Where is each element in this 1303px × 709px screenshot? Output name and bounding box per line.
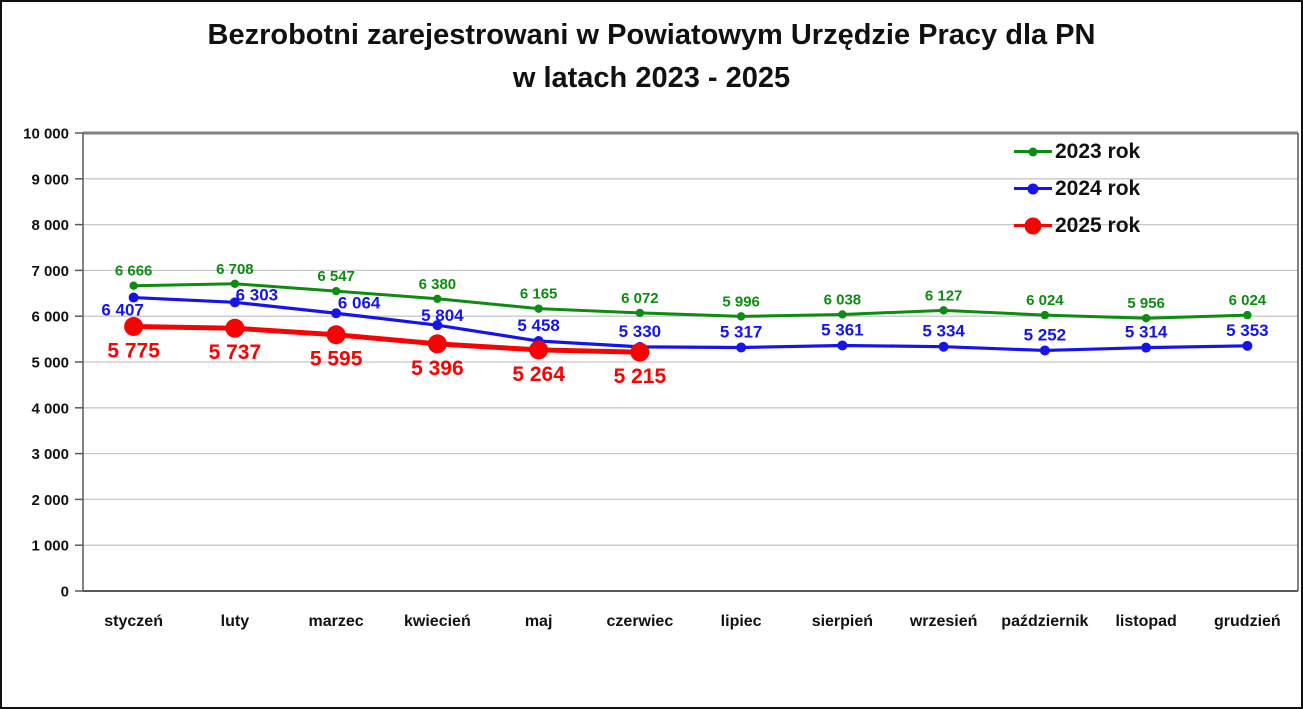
data-point-2023-rok-5 (635, 308, 645, 318)
data-point-2025-rok-0 (124, 317, 144, 337)
data-label-2023-rok-8: 6 127 (925, 287, 963, 304)
data-point-2023-rok-7 (838, 310, 847, 319)
data-point-2023-rok-11 (1243, 310, 1252, 320)
data-point-2023-rok-4 (534, 304, 543, 313)
data-point-2024-rok-7 (837, 340, 848, 351)
y-axis-label: 1 000 (31, 538, 69, 555)
data-label-2023-rok-11: 6 024 (1229, 292, 1267, 309)
y-axis-label: 5 000 (31, 355, 69, 372)
data-point-2023-rok-9 (1040, 310, 1050, 320)
data-label-2024-rok-0: 6 407 (101, 301, 144, 320)
x-axis-label: wrzesień (909, 613, 978, 630)
data-point-2023-rok-6 (736, 312, 746, 321)
y-axis-label: 4 000 (31, 400, 69, 417)
x-axis-label: marzec (309, 613, 364, 630)
data-label-2024-rok-2: 6 064 (338, 293, 381, 312)
legend-marker-2023-icon (1014, 142, 1052, 162)
data-point-2023-rok-10 (1141, 314, 1151, 323)
data-label-2023-rok-5: 6 072 (621, 290, 659, 307)
x-axis-label: czerwiec (607, 613, 674, 630)
chart-title-line1: Bezrobotni zarejestrowani w Powiatowym U… (207, 19, 1096, 51)
data-label-2024-rok-4: 5 458 (517, 316, 560, 335)
data-point-2024-rok-2 (331, 308, 342, 319)
data-label-2024-rok-10: 5 314 (1125, 323, 1168, 342)
data-label-2024-rok-8: 5 334 (922, 322, 965, 341)
data-label-2024-rok-3: 5 804 (421, 306, 464, 325)
data-point-2024-rok-11 (1242, 340, 1253, 351)
data-label-2025-rok-5: 5 215 (614, 365, 667, 388)
y-axis-label: 10 000 (23, 126, 69, 143)
data-label-2024-rok-5: 5 330 (619, 322, 662, 341)
data-point-2024-rok-0 (128, 292, 139, 303)
legend-item-2024: 2024 rok (1014, 170, 1140, 207)
data-label-2023-rok-2: 6 547 (317, 268, 355, 285)
legend-label-2023: 2023 rok (1055, 139, 1141, 163)
y-axis-label: 0 (61, 584, 69, 601)
x-axis-label: kwiecień (404, 613, 471, 630)
data-label-2023-rok-10: 5 956 (1127, 295, 1165, 312)
series-line-2025-rok (133, 324, 640, 355)
legend-marker-2024-icon (1014, 179, 1052, 199)
data-point-2024-rok-9 (1039, 345, 1050, 356)
chart-legend: 2023 rok 2024 rok 2025 rok (1014, 133, 1140, 244)
legend-label-2025: 2025 rok (1055, 213, 1141, 237)
data-point-2023-rok-2 (331, 286, 341, 296)
series-line-2023-rok (133, 282, 1248, 320)
data-label-2024-rok-1: 6 303 (236, 285, 279, 304)
y-axis-label: 3 000 (31, 446, 69, 463)
y-axis-label: 6 000 (31, 309, 69, 326)
data-label-2023-rok-7: 6 038 (824, 291, 862, 308)
x-axis-label: styczeń (104, 613, 163, 630)
x-axis-label: grudzień (1214, 613, 1281, 630)
data-label-2023-rok-1: 6 708 (216, 261, 254, 278)
y-axis-label: 2 000 (31, 492, 69, 509)
chart-title: Bezrobotni zarejestrowani w Powiatowym U… (2, 14, 1301, 100)
data-point-2023-rok-3 (433, 294, 442, 303)
data-label-2025-rok-3: 5 396 (411, 357, 464, 380)
data-point-2025-rok-3 (427, 334, 447, 354)
data-label-2025-rok-2: 5 595 (310, 348, 363, 371)
data-label-2024-rok-9: 5 252 (1024, 325, 1067, 344)
data-point-2025-rok-1 (225, 318, 245, 338)
data-point-2024-rok-8 (938, 341, 949, 352)
legend-label-2024: 2024 rok (1055, 176, 1141, 200)
data-point-2023-rok-8 (939, 306, 948, 315)
data-point-2025-rok-2 (326, 325, 346, 345)
data-point-2025-rok-4 (529, 340, 549, 360)
x-axis-label: listopad (1115, 613, 1176, 630)
data-label-2025-rok-0: 5 775 (107, 340, 160, 363)
data-point-2024-rok-3 (432, 320, 443, 331)
data-point-2024-rok-1 (229, 297, 240, 308)
data-label-2023-rok-3: 6 380 (419, 276, 457, 293)
x-axis-label: październik (1001, 613, 1088, 630)
chart-title-line2: w latach 2023 - 2025 (512, 62, 791, 94)
x-axis-label: lipiec (721, 613, 762, 630)
data-label-2023-rok-9: 6 024 (1026, 292, 1064, 309)
data-label-2023-rok-4: 6 165 (520, 286, 558, 303)
data-label-2025-rok-1: 5 737 (209, 341, 262, 364)
y-axis-label: 9 000 (31, 171, 69, 188)
data-point-2023-rok-1 (230, 279, 240, 288)
x-axis-label: luty (221, 613, 250, 630)
data-label-2024-rok-11: 5 353 (1226, 321, 1269, 340)
data-point-2025-rok-5 (630, 342, 650, 362)
data-label-2023-rok-0: 6 666 (115, 263, 153, 280)
legend-item-2023: 2023 rok (1014, 133, 1140, 170)
x-axis-label: maj (525, 613, 553, 630)
data-point-2023-rok-0 (129, 281, 138, 290)
data-point-2024-rok-10 (1141, 342, 1152, 353)
series-line-2024-rok (133, 295, 1248, 353)
data-label-2023-rok-6: 5 996 (722, 293, 760, 310)
legend-marker-2025-icon (1014, 216, 1052, 236)
data-label-2025-rok-4: 5 264 (512, 363, 565, 386)
legend-item-2025: 2025 rok (1014, 207, 1140, 244)
x-axis-label: sierpień (812, 613, 873, 630)
y-axis-label: 8 000 (31, 217, 69, 234)
data-point-2024-rok-6 (736, 342, 747, 353)
data-label-2024-rok-6: 5 317 (720, 322, 763, 341)
data-label-2024-rok-7: 5 361 (821, 320, 864, 339)
y-axis-label: 7 000 (31, 263, 69, 280)
